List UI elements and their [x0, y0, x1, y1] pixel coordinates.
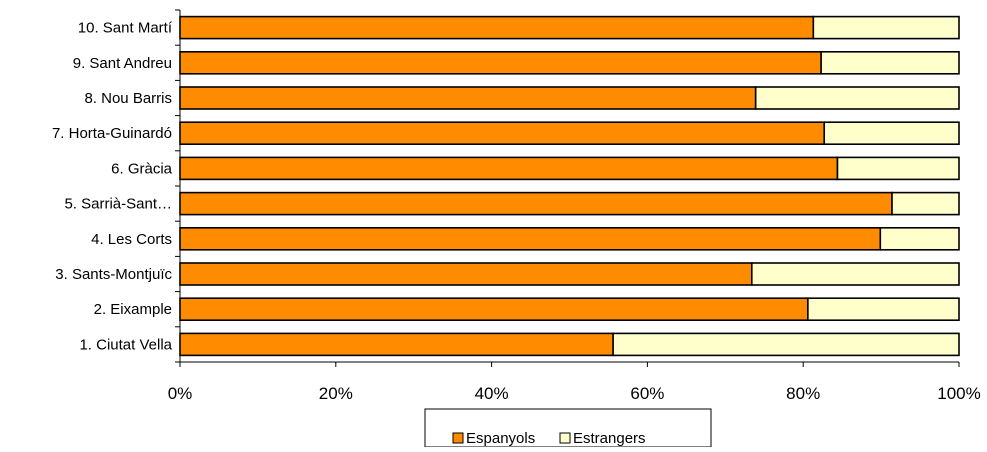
- bar-espanyols-8: [179, 86, 757, 110]
- bar-estrangers-3: [750, 262, 960, 286]
- category-label: 8. Nou Barris: [84, 90, 172, 107]
- bar-estrangers-8: [754, 86, 960, 110]
- bar-estrangers-9: [820, 50, 960, 75]
- bar-espanyols-3: [179, 262, 753, 286]
- bar-espanyols-1: [179, 332, 614, 357]
- x-tick-label: 80%: [786, 384, 820, 403]
- category-label: 6. Gràcia: [111, 160, 173, 177]
- category-label: 3. Sants-Montjuïc: [55, 266, 172, 283]
- category-label: 2. Eixample: [94, 301, 172, 318]
- category-label: 10. Sant Martí: [78, 20, 173, 37]
- category-label: 1. Ciutat Vella: [79, 336, 172, 353]
- legend-label-estrangers: Estrangers: [573, 430, 646, 447]
- category-label: 9. Sant Andreu: [73, 55, 172, 72]
- bar-espanyols-7: [179, 121, 826, 145]
- bar-estrangers-4: [879, 227, 960, 251]
- legend-swatch-espanyols: [452, 432, 464, 444]
- bars-layer: [179, 15, 960, 357]
- axes-layer: [175, 9, 960, 367]
- bar-estrangers-5: [891, 191, 960, 216]
- bar-espanyols-5: [179, 191, 893, 216]
- x-tick-label: 40%: [475, 384, 509, 403]
- bar-espanyols-10: [179, 15, 815, 40]
- bar-espanyols-6: [179, 156, 839, 181]
- category-label: 4. Les Corts: [91, 231, 172, 248]
- bar-estrangers-7: [823, 121, 960, 145]
- bar-espanyols-9: [179, 50, 822, 75]
- legend-label-espanyols: Espanyols: [466, 430, 535, 447]
- bar-estrangers-2: [807, 297, 960, 322]
- bar-espanyols-4: [179, 227, 882, 251]
- category-label: 7. Horta-Guinardó: [52, 125, 172, 142]
- labels-layer: 1. Ciutat Vella 2. Eixample 3. Sants-Montj…: [52, 20, 981, 403]
- bar-estrangers-6: [836, 156, 960, 181]
- bar-estrangers-1: [612, 332, 960, 357]
- bar-estrangers-10: [812, 15, 960, 40]
- bar-espanyols-2: [179, 297, 809, 322]
- legend: Espanyols Estrangers: [424, 408, 712, 448]
- category-label: 5. Sarrià-Sant…: [64, 196, 172, 213]
- x-tick-label: 60%: [630, 384, 664, 403]
- legend-swatch-estrangers: [559, 432, 571, 444]
- x-tick-label: 20%: [319, 384, 353, 403]
- x-tick-label: 100%: [937, 384, 980, 403]
- x-tick-label: 0%: [168, 384, 193, 403]
